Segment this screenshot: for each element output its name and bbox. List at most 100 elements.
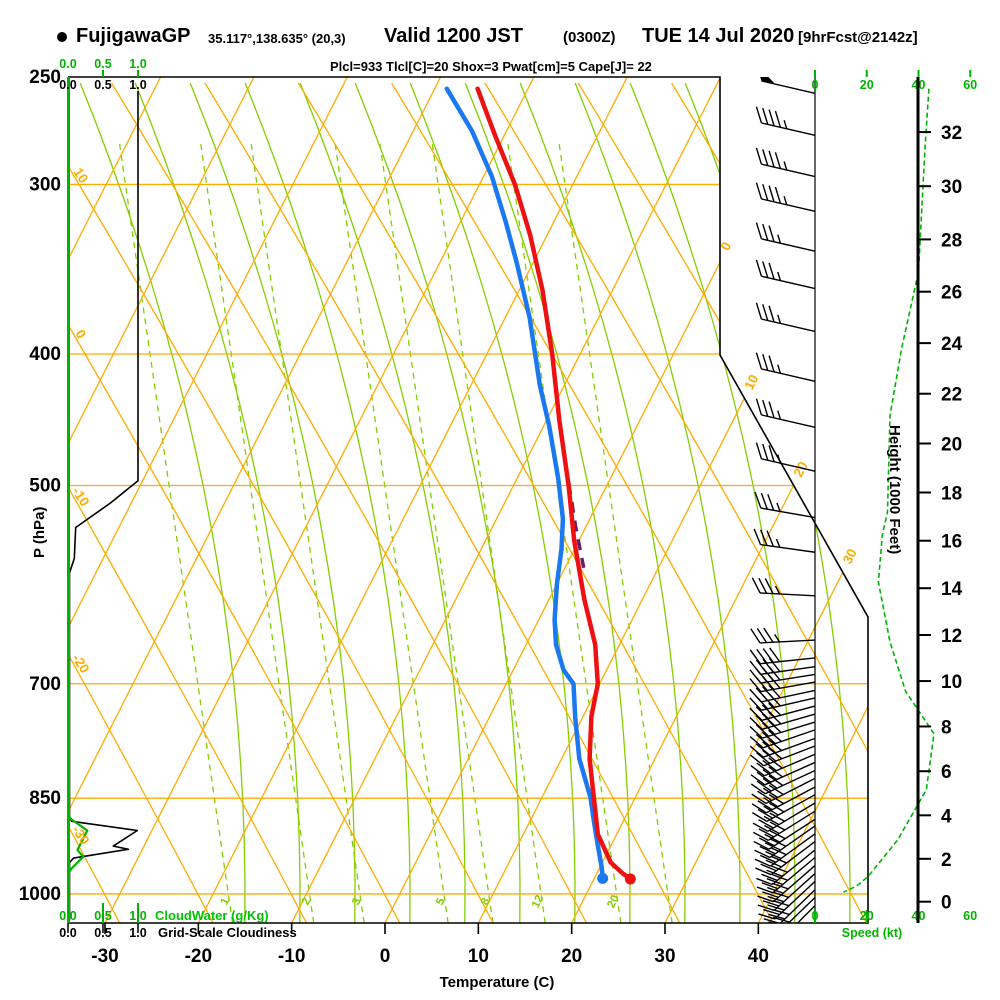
moist-adiabat-line — [409, 82, 576, 923]
pressure-tick-label: 400 — [29, 344, 61, 365]
pressure-tick-label: 700 — [29, 674, 61, 695]
dry-adiabat-line — [68, 82, 401, 923]
cloudwater-scale-bottom: 0.5 — [94, 909, 111, 923]
height-tick-label: 32 — [941, 123, 962, 144]
dry-adiabat-line — [68, 82, 494, 923]
cloudwater-scale-bottom: 1.0 — [129, 909, 146, 923]
temperature-surface-dot — [624, 873, 636, 885]
temp-tick-label: 20 — [561, 946, 582, 967]
station-bullet-icon — [57, 32, 67, 42]
height-axis-title: Height (1000 Feet) — [886, 425, 903, 554]
temp-tick-label: 40 — [748, 946, 769, 967]
stability-indices: Plcl=933 Tlcl[C]=20 Shox=3 Pwat[cm]=5 Ca… — [330, 59, 652, 74]
dry-adiabat-line — [391, 82, 868, 923]
temperature-axis-title: Temperature (C) — [440, 974, 555, 991]
cloudiness-scale-top: 0.0 — [59, 78, 76, 92]
dry-adiabat-line — [577, 82, 868, 923]
dry-adiabat-line — [68, 82, 214, 923]
mixing-ratio-label: 12 — [530, 893, 546, 910]
height-tick-label: 6 — [941, 762, 952, 783]
isotherm-edge-label: 10 — [741, 372, 761, 392]
height-tick-label: 22 — [941, 385, 962, 406]
moist-adiabat-line — [244, 82, 411, 923]
dry-adiabat-line — [0, 83, 27, 923]
height-tick-label: 10 — [941, 672, 962, 693]
height-tick-label: 14 — [941, 579, 963, 600]
height-tick-label: 16 — [941, 532, 962, 553]
height-tick-label: 18 — [941, 483, 962, 504]
sounding-curves — [444, 86, 636, 885]
pressure-axis-title: P (hPa) — [31, 507, 48, 558]
height-tick-label: 2 — [941, 850, 952, 871]
height-tick-label: 30 — [941, 177, 962, 198]
moist-adiabat-line — [299, 82, 466, 923]
height-tick-label: 8 — [941, 717, 952, 738]
speed-scale-top: 20 — [860, 78, 874, 92]
moist-adiabat-line — [189, 82, 356, 923]
dry-adiabat-line — [764, 82, 868, 923]
isotherm-edge-label: 30 — [840, 546, 860, 566]
forecast-info: [9hrFcst@2142z] — [798, 29, 918, 46]
mixing-ratio-label: 5 — [434, 896, 448, 908]
height-tick-label: 20 — [941, 435, 962, 456]
cloudwater-scale-top: 0.5 — [94, 57, 111, 71]
pressure-tick-label: 850 — [29, 788, 61, 809]
mixing-ratio-line — [249, 139, 365, 923]
temp-tick-label: 0 — [380, 946, 391, 967]
cloudiness-scale-bottom: 0.0 — [59, 926, 76, 940]
dry-adiabat-line — [68, 82, 308, 923]
cloudiness-scale-top: 1.0 — [129, 78, 146, 92]
moist-adiabat-line — [464, 82, 631, 923]
mixing-ratio-label: 20 — [605, 893, 621, 910]
cloudwater-scale-top: 1.0 — [129, 57, 146, 71]
cloudiness-scale-top: 0.5 — [94, 78, 111, 92]
height-tick-label: 26 — [941, 283, 962, 304]
speed-scale-top: 60 — [963, 78, 977, 92]
moist-adiabat-line — [574, 82, 741, 923]
temp-tick-label: -20 — [185, 946, 212, 967]
dry-adiabat-line — [204, 82, 681, 923]
valid-time-z: (0300Z) — [563, 29, 616, 46]
cloudwater-scale-bottom: 0.0 — [59, 909, 76, 923]
moist-adiabat-line — [519, 82, 686, 923]
dry-adiabat-edge-label: -10 — [69, 484, 92, 509]
cloudiness-scale-bottom: 1.0 — [129, 926, 146, 940]
parcel-path-curve — [567, 482, 586, 569]
wind-barbs — [749, 77, 816, 923]
speed-axis-title: Speed (kt) — [842, 926, 902, 940]
height-tick-label: 4 — [941, 806, 952, 827]
station-name: FujigawaGP — [76, 25, 191, 47]
temperature-curve — [475, 86, 633, 882]
mixing-ratio-label: 1 — [219, 896, 233, 908]
plot-frame — [67, 76, 869, 924]
dry-adiabat-edge-label: 0 — [72, 327, 89, 341]
pressure-tick-label: 300 — [29, 174, 61, 195]
dry-adiabat-edge-label: -20 — [69, 651, 92, 676]
temp-tick-label: 10 — [468, 946, 489, 967]
height-tick-label: 0 — [941, 893, 952, 914]
dry-adiabat-edge-label: 10 — [70, 165, 91, 186]
pressure-tick-label: 1000 — [19, 884, 61, 905]
pressure-tick-label: 500 — [29, 475, 61, 496]
dewpoint-curve — [444, 86, 605, 881]
mixing-ratio-label: 3 — [350, 896, 364, 907]
temp-tick-label: -10 — [278, 946, 305, 967]
cloudiness-axis-title: Grid-Scale Cloudiness — [158, 925, 297, 940]
dewpoint-surface-dot — [597, 872, 609, 884]
height-tick-label: 28 — [941, 230, 962, 251]
height-tick-label: 12 — [941, 626, 962, 647]
mixing-ratio-label: 8 — [479, 896, 493, 908]
valid-date: TUE 14 Jul 2020 — [642, 25, 795, 47]
dry-adiabat-line — [297, 82, 774, 923]
moist-adiabat-line — [79, 82, 246, 923]
dry-adiabat-line — [111, 82, 588, 923]
dry-adiabat-edge-label: -30 — [69, 823, 92, 848]
height-tick-label: 24 — [941, 334, 963, 355]
valid-time: Valid 1200 JST — [384, 25, 523, 47]
speed-scale-bottom: 60 — [963, 909, 977, 923]
temp-tick-label: -30 — [91, 946, 118, 967]
